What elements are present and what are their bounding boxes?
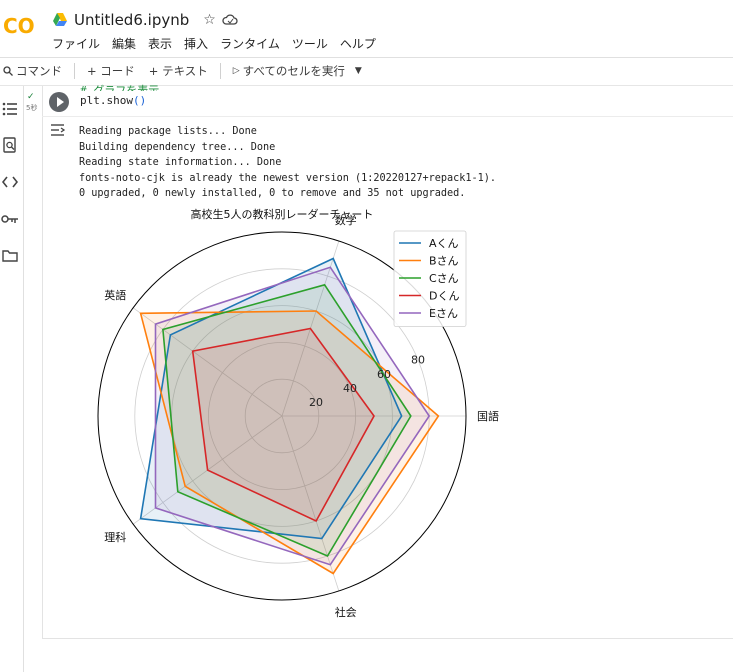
menu-edit[interactable]: 編集 bbox=[112, 37, 137, 51]
category-label: 数学 bbox=[335, 213, 357, 227]
star-icon[interactable]: ☆ bbox=[203, 12, 216, 28]
series-line bbox=[154, 266, 431, 566]
command-label: コマンド bbox=[16, 64, 62, 78]
category-label: 国語 bbox=[477, 409, 499, 423]
folder-icon[interactable] bbox=[0, 246, 20, 264]
menu-tools[interactable]: ツール bbox=[291, 37, 328, 51]
series-fill bbox=[192, 328, 374, 521]
code-function: plt.show bbox=[80, 94, 133, 107]
drive-icon bbox=[53, 13, 67, 26]
add-text-button[interactable]: + テキスト bbox=[148, 64, 208, 78]
output-line: 0 upgraded, 0 newly installed, 0 to remo… bbox=[79, 188, 466, 200]
output-divider bbox=[42, 116, 733, 117]
legend-label: Aくん bbox=[429, 237, 459, 250]
toolbar-separator bbox=[74, 63, 75, 79]
code-cell bbox=[42, 86, 733, 639]
command-palette-button[interactable]: コマンド bbox=[3, 63, 62, 79]
header-divider bbox=[0, 57, 733, 58]
menu-file[interactable]: ファイル bbox=[52, 37, 101, 51]
run-all-button[interactable]: ▷ すべてのセルを実行 bbox=[233, 63, 345, 79]
output-line: Building dependency tree... Done bbox=[79, 141, 276, 153]
legend-label: Cさん bbox=[429, 272, 459, 285]
menu-insert[interactable]: 挿入 bbox=[184, 37, 209, 51]
category-label: 社会 bbox=[335, 605, 357, 619]
series-fill bbox=[155, 267, 430, 565]
search-icon bbox=[3, 66, 13, 76]
series-line bbox=[162, 283, 412, 558]
notebook-title-row: Untitled6.ipynb ☆ bbox=[52, 10, 238, 30]
r-tick-label: 80 bbox=[411, 354, 425, 367]
find-icon[interactable] bbox=[0, 136, 20, 154]
run-all-label: すべてのセルを実行 bbox=[242, 64, 345, 78]
r-tick-label: 20 bbox=[309, 396, 323, 409]
colab-logo: CO bbox=[3, 14, 35, 38]
cloud-icon[interactable] bbox=[222, 13, 238, 27]
toolbar-divider bbox=[0, 85, 733, 86]
key-icon[interactable] bbox=[0, 210, 20, 228]
spoke-gridline bbox=[132, 307, 283, 417]
rail-divider bbox=[23, 86, 24, 672]
r-tick-label: 60 bbox=[377, 368, 391, 381]
output-line: Reading package lists... Done bbox=[79, 126, 257, 137]
code-parens: () bbox=[132, 94, 147, 107]
toolbar-separator bbox=[219, 63, 221, 79]
code-line[interactable]: plt.show() bbox=[80, 94, 146, 107]
chart-title: 高校生5人の教科別レーダーチャート bbox=[191, 207, 374, 221]
notebook-title[interactable]: Untitled6.ipynb bbox=[74, 11, 190, 29]
menu-runtime[interactable]: ランタイム bbox=[220, 37, 280, 51]
menu-view[interactable]: 表示 bbox=[148, 37, 173, 51]
execution-time: 5秒 bbox=[26, 104, 38, 112]
run-cell-button[interactable] bbox=[49, 92, 69, 112]
series-fill bbox=[140, 311, 439, 574]
code-snippets-icon[interactable] bbox=[0, 173, 20, 191]
output-line: Reading state information... Done bbox=[79, 157, 282, 169]
series-fill bbox=[162, 284, 411, 556]
menu-help[interactable]: ヘルプ bbox=[339, 37, 376, 51]
check-icon: ✓ bbox=[27, 92, 35, 102]
toc-icon[interactable] bbox=[0, 100, 20, 118]
code-comment[interactable]: # グラフを表示 bbox=[80, 84, 160, 91]
toolbar: コマンド + コード + テキスト ▷ すべてのセルを実行 ▼ bbox=[3, 62, 362, 80]
output-menu-icon[interactable] bbox=[50, 123, 68, 137]
svg-text:CO: CO bbox=[3, 14, 35, 38]
legend-label: Eさん bbox=[429, 307, 458, 320]
series-line bbox=[191, 327, 375, 523]
r-tick-label: 40 bbox=[343, 382, 357, 395]
chevron-down-icon[interactable]: ▼ bbox=[354, 66, 362, 76]
add-code-button[interactable]: + コード bbox=[87, 64, 135, 78]
play-icon: ▷ bbox=[232, 66, 240, 76]
menu-bar: ファイル 編集 表示 挿入 ランタイム ツール ヘルプ bbox=[52, 35, 388, 52]
series-line bbox=[139, 310, 440, 575]
spoke-gridline bbox=[281, 415, 340, 592]
legend-label: Bさん bbox=[429, 255, 459, 268]
legend-label: Dくん bbox=[429, 290, 459, 303]
polar-frame bbox=[97, 231, 467, 601]
legend-box bbox=[393, 230, 467, 327]
cell-output-text: Reading package lists... Done Building de… bbox=[79, 124, 496, 202]
output-line: fonts-noto-cjk is already the newest ver… bbox=[79, 172, 497, 184]
category-label: 理科 bbox=[104, 530, 126, 544]
category-label: 英語 bbox=[104, 288, 126, 302]
